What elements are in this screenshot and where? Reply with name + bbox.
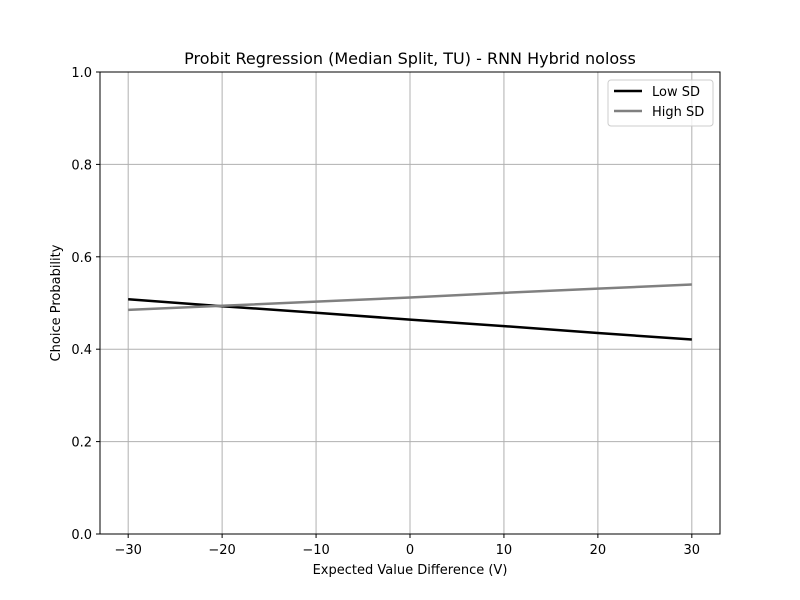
y-tick-label: 0.6 <box>71 251 92 266</box>
series-layer <box>128 283 692 341</box>
chart-title: Probit Regression (Median Split, TU) - R… <box>184 49 636 68</box>
x-tick-label: 30 <box>684 543 701 558</box>
x-tick-label: 10 <box>496 543 513 558</box>
x-axis-label: Expected Value Difference (V) <box>313 563 508 578</box>
x-tick-label: 0 <box>406 543 414 558</box>
legend: Low SD High SD <box>607 79 714 127</box>
series-line-high-sd <box>128 283 692 312</box>
y-tick-label: 1.0 <box>71 66 92 81</box>
y-tick-label: 0.4 <box>71 343 92 358</box>
x-axis: −30 −20 −10 0 10 20 30 <box>114 534 700 558</box>
x-tick-label: −20 <box>208 543 235 558</box>
y-axis: 0.0 0.2 0.4 0.6 0.8 1.0 <box>71 66 100 543</box>
y-tick-label: 0.0 <box>71 528 92 543</box>
x-tick-label: −10 <box>302 543 329 558</box>
y-tick-label: 0.2 <box>71 436 92 451</box>
y-tick-label: 0.8 <box>71 158 92 173</box>
x-tick-label: 20 <box>590 543 607 558</box>
legend-label-high-sd: High SD <box>652 105 704 120</box>
legend-label-low-sd: Low SD <box>652 85 700 100</box>
y-axis-label: Choice Probability <box>49 244 64 361</box>
x-tick-label: −30 <box>114 543 141 558</box>
